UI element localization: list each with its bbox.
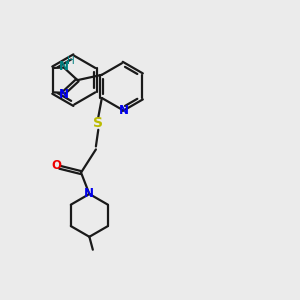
Text: N: N	[84, 187, 94, 200]
Text: N: N	[59, 60, 69, 73]
Text: O: O	[51, 159, 61, 172]
Text: S: S	[93, 116, 103, 130]
Text: N: N	[59, 88, 69, 101]
Text: N: N	[119, 104, 129, 117]
Text: H: H	[68, 56, 75, 66]
